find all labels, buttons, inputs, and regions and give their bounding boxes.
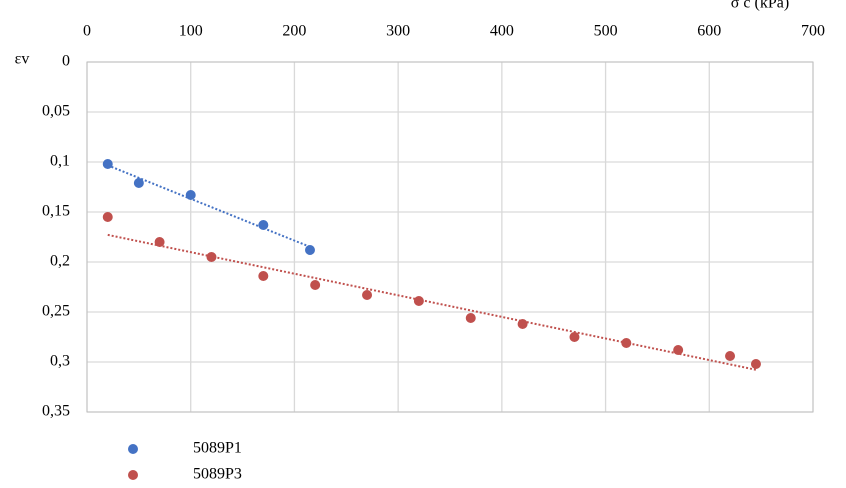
y-tick-label: 0,15	[42, 203, 70, 220]
y-tick-label: 0	[62, 53, 70, 70]
legend-label: 5089P3	[193, 466, 242, 483]
legend-label: 5089P1	[193, 440, 242, 457]
y-tick-label: 0,1	[50, 153, 70, 170]
trendline	[107, 164, 311, 248]
x-axis-title: σ c (kPa)	[731, 0, 789, 12]
point	[673, 345, 684, 355]
point	[517, 319, 528, 329]
x-tick-label: 300	[386, 23, 410, 40]
x-tick-label: 100	[179, 23, 203, 40]
point	[102, 212, 113, 222]
y-tick-label: 0,25	[42, 303, 70, 320]
y-tick-label: 0,35	[42, 403, 70, 420]
point	[569, 332, 580, 342]
point	[304, 245, 315, 255]
point	[413, 296, 424, 306]
point	[465, 313, 476, 323]
x-tick-label: 600	[697, 23, 721, 40]
legend-marker	[128, 444, 138, 454]
point	[258, 220, 269, 230]
x-tick-label: 400	[490, 23, 514, 40]
x-tick-label: 500	[594, 23, 618, 40]
legend-marker	[128, 470, 138, 480]
y-axis-title: εv	[15, 51, 30, 68]
point	[102, 159, 113, 169]
y-tick-label: 0,3	[50, 353, 70, 370]
trendline	[107, 233, 757, 371]
point	[133, 178, 144, 188]
plot-border	[86, 61, 814, 413]
x-tick-label: 0	[83, 23, 91, 40]
y-tick-label: 0,05	[42, 103, 70, 120]
point	[621, 338, 632, 348]
y-tick-label: 0,2	[50, 253, 70, 270]
point	[154, 237, 165, 247]
point	[258, 271, 269, 281]
point	[750, 359, 761, 369]
point	[185, 190, 196, 200]
x-tick-label: 200	[282, 23, 306, 40]
x-tick-label: 700	[801, 23, 825, 40]
point	[206, 252, 217, 262]
point	[725, 351, 736, 361]
point	[310, 280, 321, 290]
point	[362, 290, 373, 300]
